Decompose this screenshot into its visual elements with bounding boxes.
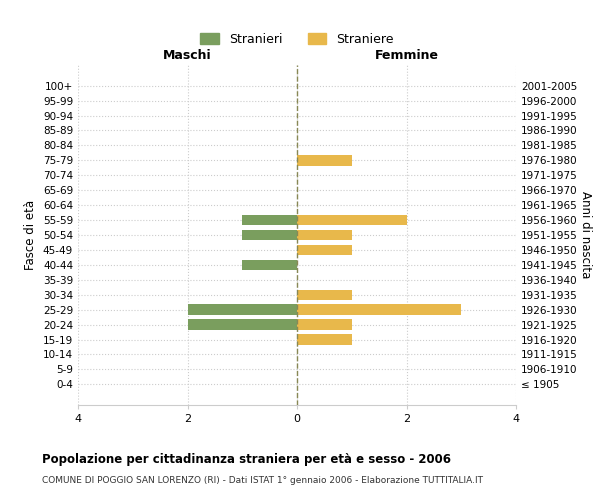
Bar <box>297 290 352 300</box>
Bar <box>242 215 297 226</box>
Bar <box>297 304 461 315</box>
Text: Popolazione per cittadinanza straniera per età e sesso - 2006: Popolazione per cittadinanza straniera p… <box>42 452 451 466</box>
Text: Maschi: Maschi <box>163 48 212 62</box>
Bar <box>297 155 352 166</box>
Text: Femmine: Femmine <box>374 48 439 62</box>
Bar <box>187 320 297 330</box>
Legend: Stranieri, Straniere: Stranieri, Straniere <box>195 28 399 50</box>
Y-axis label: Fasce di età: Fasce di età <box>25 200 37 270</box>
Text: COMUNE DI POGGIO SAN LORENZO (RI) - Dati ISTAT 1° gennaio 2006 - Elaborazione TU: COMUNE DI POGGIO SAN LORENZO (RI) - Dati… <box>42 476 483 485</box>
Bar <box>297 215 407 226</box>
Bar <box>242 260 297 270</box>
Bar <box>297 320 352 330</box>
Bar <box>297 244 352 255</box>
Bar <box>242 230 297 240</box>
Bar <box>297 230 352 240</box>
Bar <box>187 304 297 315</box>
Y-axis label: Anni di nascita: Anni di nascita <box>578 192 592 278</box>
Bar <box>297 334 352 344</box>
